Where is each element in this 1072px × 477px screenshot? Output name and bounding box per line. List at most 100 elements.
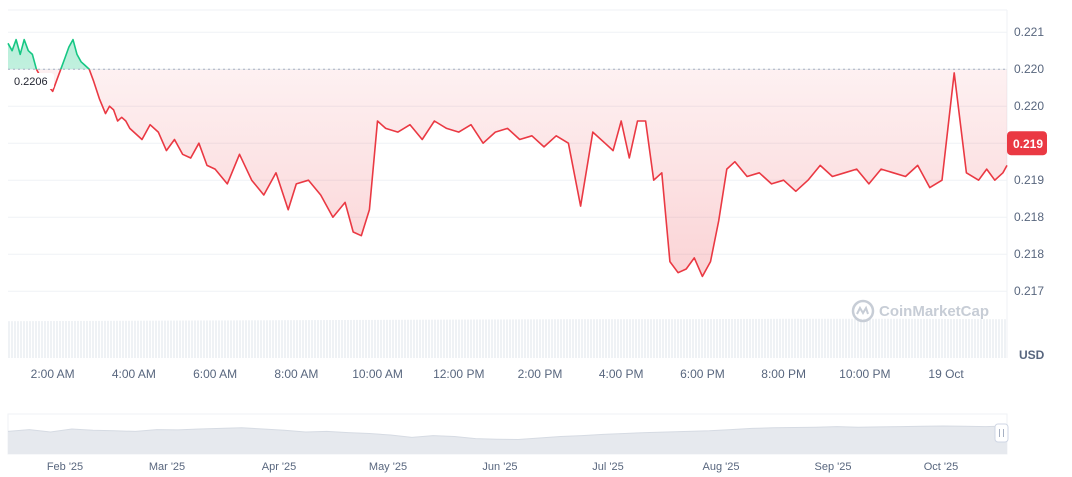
volume-bar xyxy=(221,320,223,358)
y-tick-label: 0.220 xyxy=(1014,99,1044,113)
volume-bar xyxy=(734,319,736,358)
volume-bar xyxy=(896,319,898,358)
reference-price-badge: 0.2206 xyxy=(8,73,54,89)
volume-bar xyxy=(47,321,49,358)
volume-bar xyxy=(1004,319,1006,358)
volume-bar xyxy=(998,319,1000,358)
volume-bar xyxy=(548,319,550,358)
y-tick-label: 0.219 xyxy=(1014,173,1044,187)
volume-bar xyxy=(203,320,205,358)
volume-bar xyxy=(62,321,64,358)
volume-bar xyxy=(149,321,151,358)
volume-bar xyxy=(359,320,361,358)
volume-bar xyxy=(923,319,925,358)
volume-bar xyxy=(962,319,964,358)
volume-bar xyxy=(32,321,34,358)
area-fills xyxy=(8,40,1007,277)
volume-bar xyxy=(257,320,259,358)
volume-bar xyxy=(701,319,703,358)
volume-bar xyxy=(692,319,694,358)
volume-bar xyxy=(518,319,520,358)
volume-bar xyxy=(482,319,484,358)
volume-bar xyxy=(875,319,877,358)
volume-bar xyxy=(92,321,94,358)
volume-bar xyxy=(164,321,166,358)
volume-bar xyxy=(89,321,91,358)
volume-bar xyxy=(50,321,52,358)
volume-bar xyxy=(206,320,208,358)
volume-bar xyxy=(554,319,556,358)
range-navigator[interactable] xyxy=(8,414,1007,454)
volume-bar xyxy=(761,319,763,358)
volume-bar xyxy=(437,320,439,358)
volume-bar xyxy=(17,321,19,358)
volume-bar xyxy=(539,319,541,358)
volume-bar xyxy=(83,321,85,358)
navigator-tick-label: Sep '25 xyxy=(815,461,852,473)
volume-bar xyxy=(668,319,670,358)
volume-bar xyxy=(308,320,310,358)
volume-bar xyxy=(905,319,907,358)
volume-bar xyxy=(215,320,217,358)
navigator-handle[interactable] xyxy=(995,424,1008,442)
volume-bar xyxy=(305,320,307,358)
volume-bar xyxy=(455,320,457,358)
volume-bar xyxy=(524,319,526,358)
volume-bar xyxy=(872,319,874,358)
volume-bar xyxy=(500,319,502,358)
volume-bar xyxy=(311,320,313,358)
volume-bar xyxy=(929,319,931,358)
volume-bar xyxy=(677,319,679,358)
volume-bar xyxy=(785,319,787,358)
volume-bar xyxy=(197,321,199,358)
navigator-tick-label: Jun '25 xyxy=(482,461,517,473)
volume-bar xyxy=(899,319,901,358)
volume-bar xyxy=(398,320,400,358)
volume-bar xyxy=(128,321,130,358)
volume-bar xyxy=(818,319,820,358)
volume-bar xyxy=(836,319,838,358)
y-tick-label: 0.221 xyxy=(1014,25,1044,39)
volume-bar xyxy=(530,319,532,358)
volume-bar xyxy=(656,319,658,358)
volume-bar xyxy=(686,319,688,358)
volume-bar xyxy=(479,320,481,358)
volume-bar xyxy=(95,321,97,358)
volume-bar xyxy=(332,320,334,358)
volume-bar xyxy=(890,319,892,358)
volume-bar xyxy=(944,319,946,358)
volume-bar xyxy=(167,321,169,358)
volume-bar xyxy=(860,319,862,358)
volume-bar xyxy=(179,321,181,358)
volume-bar xyxy=(971,319,973,358)
volume-bar xyxy=(14,321,16,358)
x-tick-label: 6:00 AM xyxy=(193,367,237,381)
volume-bar xyxy=(362,320,364,358)
volume-bar xyxy=(830,319,832,358)
volume-bar xyxy=(485,319,487,358)
volume-bar xyxy=(245,320,247,358)
volume-bar xyxy=(536,319,538,358)
volume-bar xyxy=(581,319,583,358)
x-tick-label: 4:00 PM xyxy=(599,367,644,381)
current-price-badge: 0.219 xyxy=(1007,131,1047,155)
volume-bar xyxy=(350,320,352,358)
volume-bar xyxy=(461,320,463,358)
volume-bar xyxy=(176,321,178,358)
volume-bar xyxy=(374,320,376,358)
volume-bar xyxy=(542,319,544,358)
volume-bar xyxy=(707,319,709,358)
volume-bar xyxy=(527,319,529,358)
volume-bar xyxy=(911,319,913,358)
volume-bar xyxy=(77,321,79,358)
y-axis: 0.221 0.220 0.220 0.219 0.219 0.218 0.218 0.217 xyxy=(1014,25,1044,298)
volume-bar xyxy=(947,319,949,358)
volume-bar xyxy=(53,321,55,358)
navigator-tick-label: Oct '25 xyxy=(924,461,959,473)
volume-bar xyxy=(284,320,286,358)
volume-bar xyxy=(464,320,466,358)
volume-bar xyxy=(800,319,802,358)
volume-bar xyxy=(347,320,349,358)
volume-bar xyxy=(593,319,595,358)
